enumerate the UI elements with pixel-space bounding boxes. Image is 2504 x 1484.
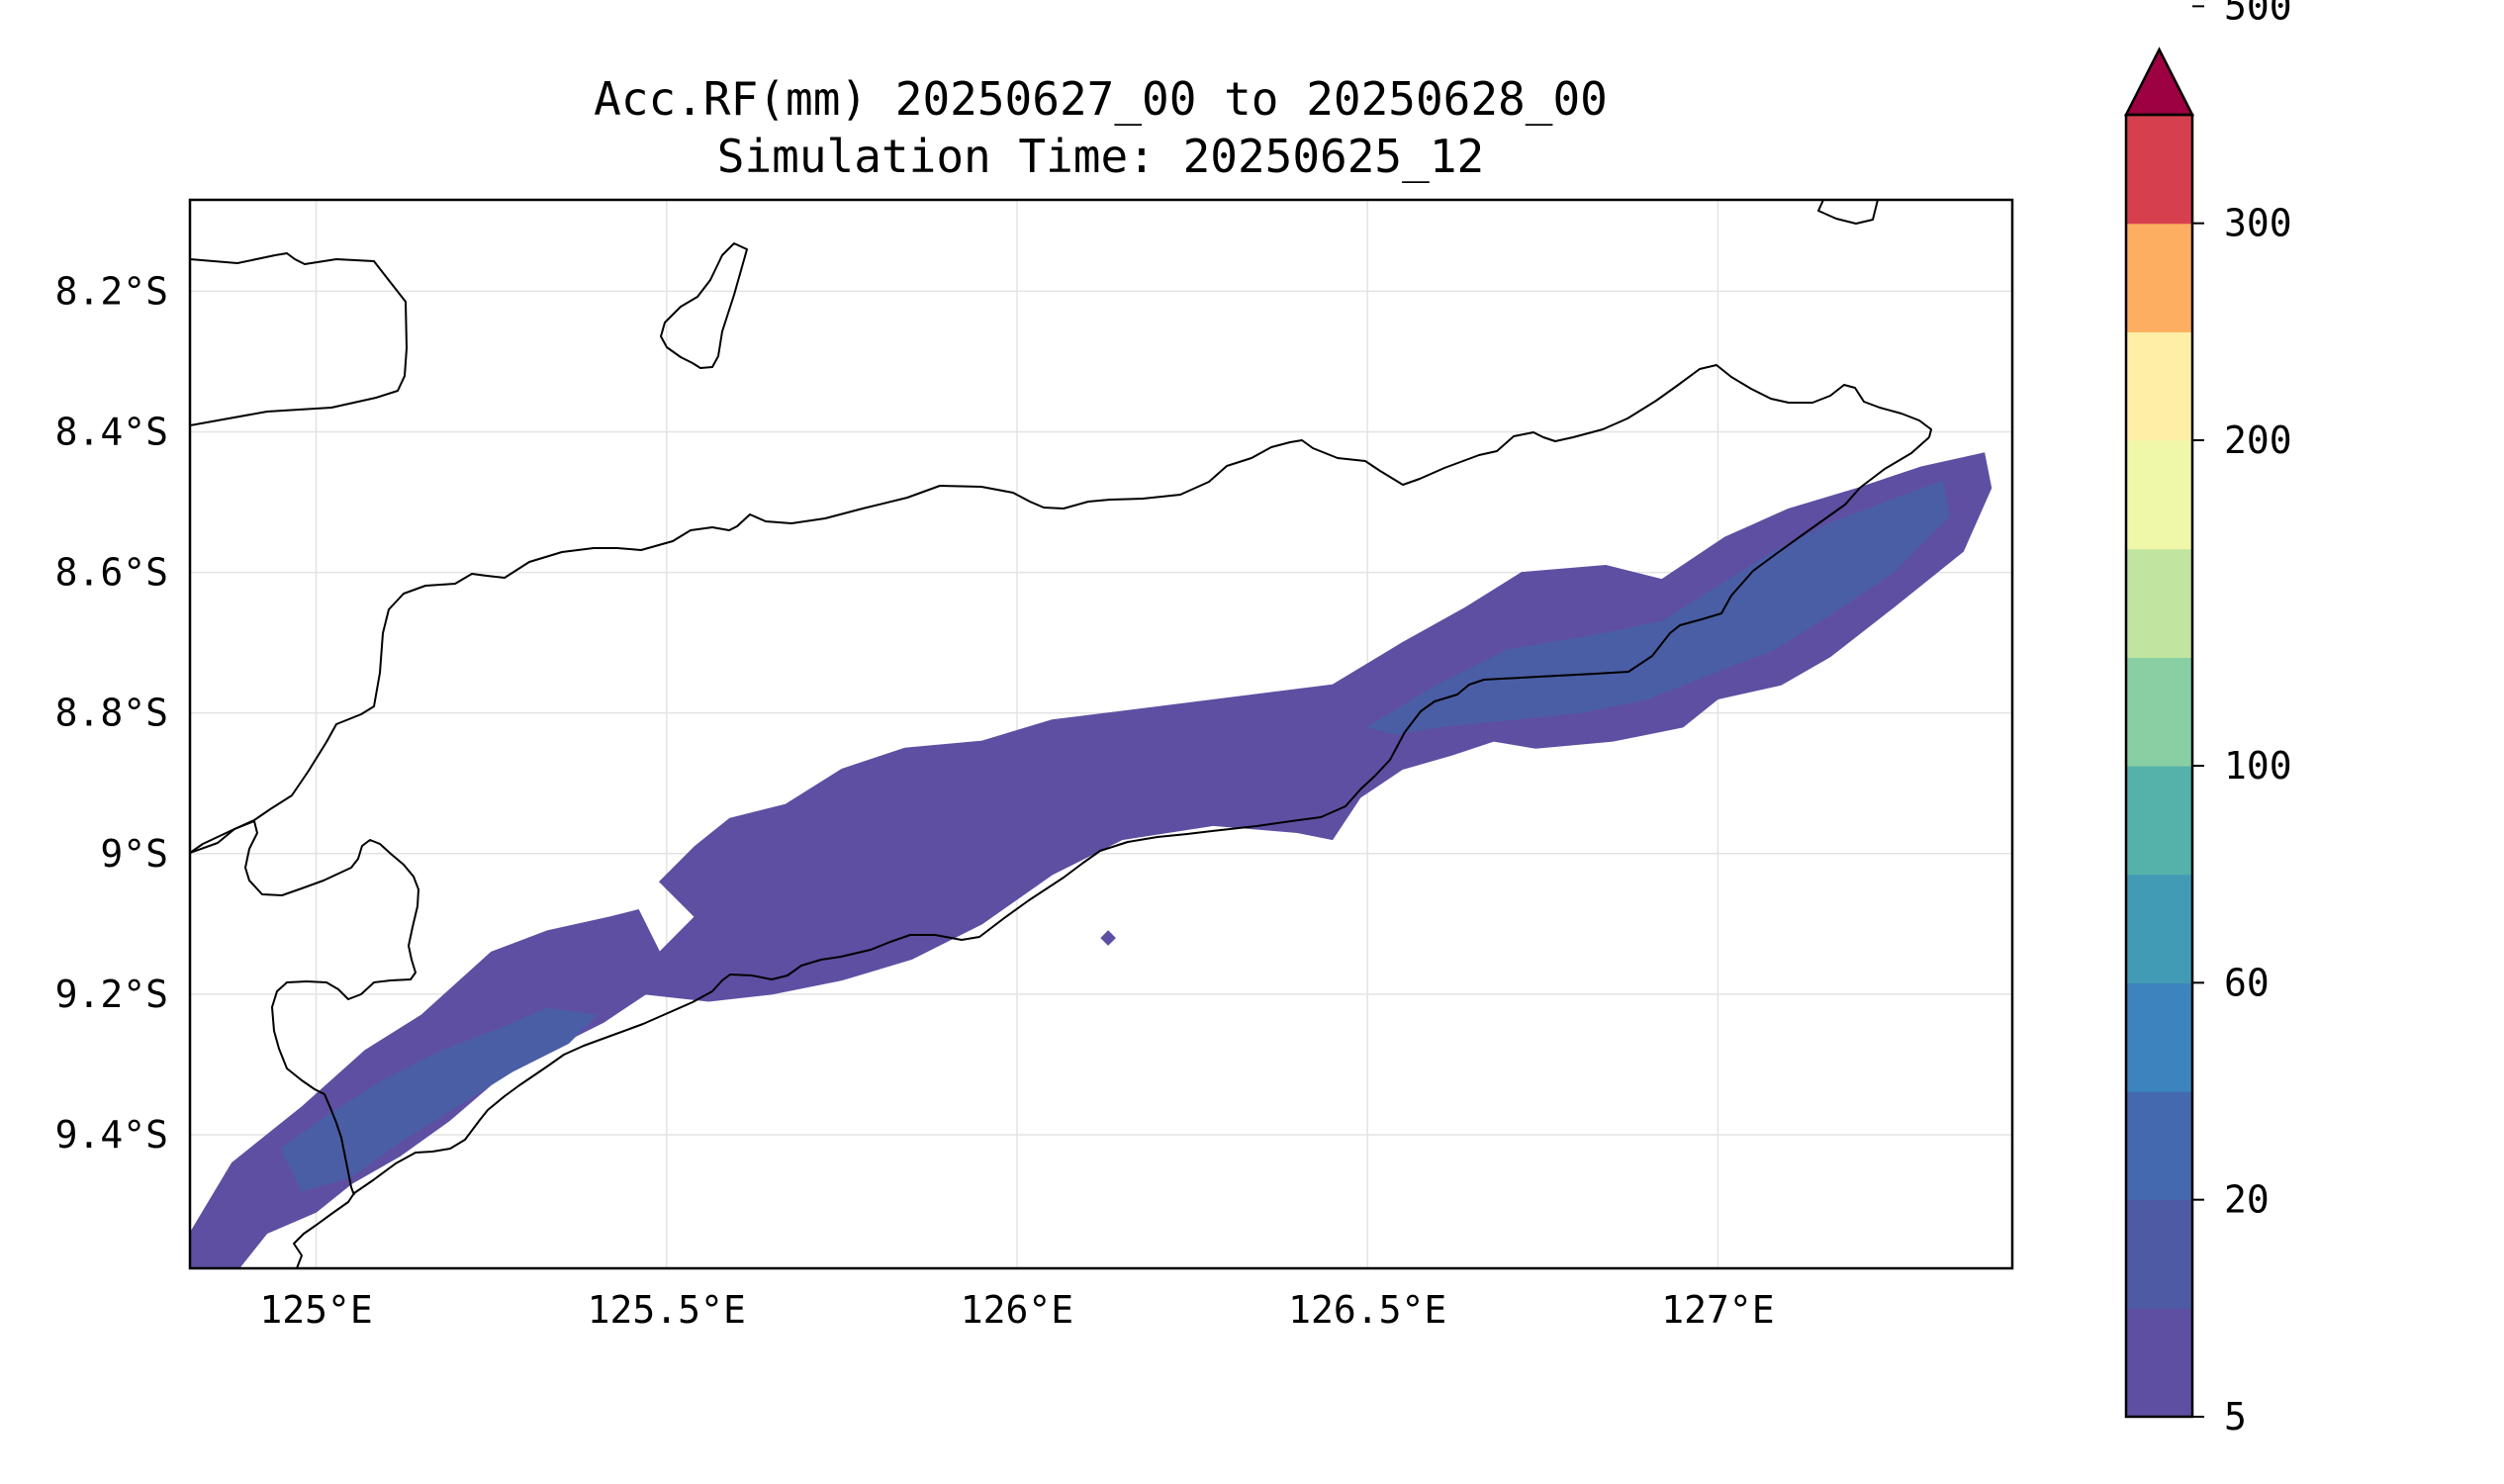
y-tick-label: 9°S [100, 832, 168, 876]
colorbar-segment [2126, 874, 2192, 983]
colorbar-tick-label: 500 [2224, 0, 2292, 28]
x-tick-label: 126.5°E [1288, 1288, 1446, 1332]
colorbar-segment [2126, 115, 2192, 225]
coastline-atauro-island [660, 242, 748, 369]
y-tick-label: 8.6°S [55, 551, 168, 595]
coastline-alor-island [190, 252, 408, 426]
x-tick-label: 126°E [961, 1288, 1073, 1332]
rain-contour-5-10 [190, 452, 1993, 1268]
coastline-timor-north [190, 364, 1932, 854]
y-tick-label: 8.4°S [55, 410, 168, 453]
axis-ticks: 125°E 125.5°E 126°E 126.5°E 127°E 8.2°S 8.4°S 8… [55, 269, 1775, 1332]
colorbar-tick-label: 100 [2224, 744, 2292, 788]
colorbar-tick-label: 5 [2224, 1395, 2247, 1438]
colorbar-tick-label: 300 [2224, 202, 2292, 245]
colorbar-segment [2126, 1091, 2192, 1201]
coastline-timor-west-border [190, 820, 419, 1196]
y-tick-label: 8.8°S [55, 692, 168, 735]
rainfall-field [190, 452, 1993, 1268]
colorbar-tick-label: 20 [2224, 1178, 2270, 1222]
rain-contour-10-20 [1365, 480, 1950, 735]
colorbar-segment [2126, 548, 2192, 658]
colorbar-segment [2126, 657, 2192, 767]
colorbar-extend-arrow [2123, 46, 2195, 117]
rain-contour-5-10 [1100, 930, 1116, 946]
colorbar-segment [2126, 766, 2192, 876]
rain-contour-10-20 [280, 1007, 598, 1192]
x-tick-label: 125.5°E [588, 1288, 746, 1332]
colorbar-segment [2126, 331, 2192, 441]
coastline-timor-south [293, 436, 1930, 1268]
y-tick-label: 8.2°S [55, 269, 168, 313]
colorbar-segment [2126, 1308, 2192, 1418]
colorbar-tick-label: 200 [2224, 418, 2292, 462]
map-title: Acc.RF(mm) 20250627_00 to 20250628_00 [594, 72, 1608, 126]
coastline-wetar-fragment [1817, 200, 1879, 225]
colorbar-segment [2126, 223, 2192, 332]
x-tick-label: 125°E [259, 1288, 372, 1332]
coastlines [190, 200, 1932, 1268]
colorbar-segment [2126, 982, 2192, 1092]
colorbar-tick-label: 60 [2224, 961, 2270, 1004]
map-axes-frame [188, 198, 2014, 1270]
colorbar-segment [2126, 1199, 2192, 1309]
map-subtitle: Simulation Time: 20250625_12 [716, 130, 1485, 183]
y-tick-label: 9.2°S [55, 973, 168, 1016]
colorbar-segment [2126, 440, 2192, 550]
colorbar: 5 20 60 100 200 300 500 [2123, 0, 2292, 1438]
x-tick-label: 127°E [1661, 1288, 1774, 1332]
y-tick-label: 9.4°S [55, 1113, 168, 1157]
